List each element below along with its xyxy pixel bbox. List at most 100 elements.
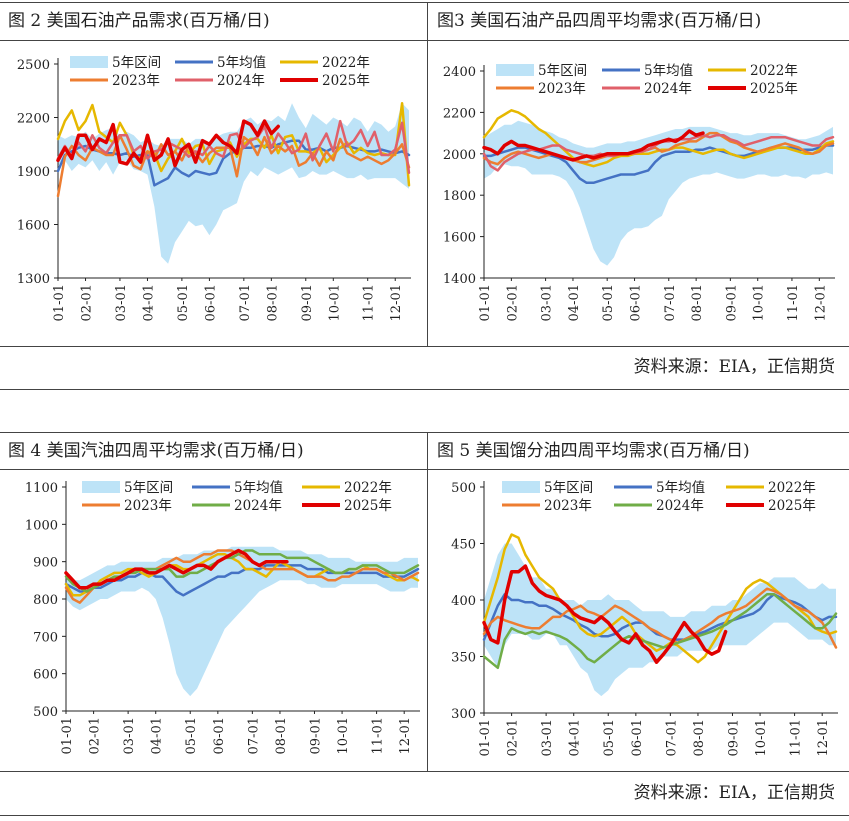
x-tick-label: 05-01 [176, 284, 191, 321]
series-line-5年均值 [64, 564, 420, 597]
x-tick-label: 05-01 [184, 717, 199, 754]
y-tick-label: 1900 [17, 165, 50, 180]
legend-swatch-band [496, 64, 534, 76]
x-tick-label: 10-01 [754, 719, 769, 756]
y-tick-label: 500 [33, 705, 58, 720]
frame-top-line [0, 2, 849, 3]
x-tick-label: 11-01 [786, 284, 801, 321]
frame-source-line-bottom [0, 815, 849, 816]
y-tick-label: 2500 [17, 58, 50, 73]
y-tick-label: 2400 [443, 65, 476, 80]
legend-label: 2024年 [656, 498, 704, 514]
x-tick-label: 03-01 [114, 284, 129, 321]
x-tick-label: 01-01 [478, 284, 493, 321]
chart-petroleum-4wk-demand: 1400 1600 1800 2000 2200 2400 01-01 02-01 03-01 0… [443, 63, 835, 321]
legend-label: 2025年 [344, 498, 392, 514]
y-tick-label: 500 [451, 481, 476, 496]
x-tick-label: 12-01 [816, 719, 831, 756]
x-tick-label: 04-01 [567, 284, 582, 321]
y-tick-label: 1000 [25, 518, 58, 533]
x-tick-label: 02-01 [506, 719, 521, 756]
source-note-top: 资料来源：EIA，正信期货 [633, 357, 835, 377]
legend-label: 2024年 [234, 498, 282, 514]
x-tick-label: 10-01 [752, 284, 767, 321]
y-tick-label: 1100 [25, 481, 58, 496]
y-tick-label: 600 [33, 668, 58, 683]
x-tick-label: 06-01 [212, 717, 227, 754]
series-line-2025年 [64, 548, 289, 590]
x-tick-label: 08-01 [265, 284, 280, 321]
series-line-2024年 [482, 593, 838, 670]
x-tick-label: 07-01 [664, 719, 679, 756]
x-tick-label: 12-01 [813, 284, 828, 321]
x-tick-label: 09-01 [726, 719, 741, 756]
legend-swatch-band [70, 56, 108, 68]
x-tick-label: 07-01 [238, 284, 253, 321]
legend-label: 5年区间 [124, 480, 173, 496]
x-tick-label: 01-01 [52, 284, 67, 321]
x-tick-label: 05-01 [601, 284, 616, 321]
x-tick-label: 11-01 [371, 717, 386, 754]
x-tick-label: 05-01 [602, 719, 617, 756]
x-tick-label: 01-01 [60, 717, 75, 754]
band-5yr-range [484, 543, 836, 697]
y-tick-label: 1600 [17, 219, 50, 234]
series-line-2023年 [482, 131, 835, 166]
frame-divider-bottom [427, 432, 428, 771]
legend-label: 2022年 [768, 480, 816, 496]
y-tick-label: 700 [33, 630, 58, 645]
legend-label: 5年区间 [112, 55, 161, 71]
source-note-bottom: 资料来源：EIA，正信期货 [633, 783, 835, 803]
x-tick-label: 03-01 [122, 717, 137, 754]
frame-title-line-bottom [0, 469, 849, 470]
legend-label: 2024年 [217, 73, 265, 89]
y-tick-label: 350 [451, 651, 476, 666]
x-tick-label: 04-01 [141, 284, 156, 321]
series-line-2025年 [56, 119, 280, 168]
legend-label: 5年均值 [234, 480, 283, 496]
x-tick-label: 03-01 [540, 284, 555, 321]
band-5yr-range [66, 546, 418, 697]
x-tick-label: 09-01 [308, 717, 323, 754]
x-tick-label: 01-01 [478, 719, 493, 756]
x-tick-label: 06-01 [629, 284, 644, 321]
y-tick-label: 1800 [443, 189, 476, 204]
x-tick-label: 07-01 [663, 284, 678, 321]
x-tick-label: 03-01 [540, 719, 555, 756]
frame-source-line-top [0, 389, 849, 390]
legend-label: 2022年 [322, 55, 370, 71]
x-tick-label: 11-01 [362, 284, 377, 321]
y-tick-label: 1600 [443, 231, 476, 246]
y-tick-label: 2200 [443, 106, 476, 121]
y-tick-label: 2200 [17, 112, 50, 127]
x-tick-label: 06-01 [203, 284, 218, 321]
series-line-2023年 [482, 587, 838, 649]
x-tick-label: 07-01 [246, 717, 261, 754]
chart-distillate-4wk-demand: 300 350 400 450 500 01-01 02-01 03-01 04-01 05-01… [451, 480, 838, 756]
chart-title-fig5: 图 5 美国馏分油四周平均需求(百万桶/日) [437, 441, 750, 461]
series-line-2025年 [482, 564, 728, 664]
legend-swatch-band [82, 481, 120, 493]
legend-label: 2024年 [644, 81, 692, 97]
legend-label: 5年均值 [644, 63, 693, 79]
x-tick-label: 04-01 [568, 719, 583, 756]
chart-title-fig3: 图3 美国石油产品四周平均需求(百万桶/日) [437, 11, 762, 31]
x-tick-label: 02-01 [88, 717, 103, 754]
y-tick-label: 1400 [443, 272, 476, 287]
legend-label: 5年均值 [217, 55, 266, 71]
frame-plot-bottom-line-bottom [0, 771, 849, 772]
y-tick-label: 800 [33, 593, 58, 608]
x-tick-label: 02-01 [505, 284, 520, 321]
y-tick-label: 450 [451, 538, 476, 553]
legend-label: 2023年 [544, 498, 592, 514]
x-tick-label: 12-01 [398, 717, 413, 754]
x-tick-label: 02-01 [80, 284, 95, 321]
legend-label: 5年区间 [544, 480, 593, 496]
frame-plot-bottom-line-top [0, 346, 849, 347]
x-tick-label: 09-01 [300, 284, 315, 321]
x-tick-label: 12-01 [389, 284, 404, 321]
y-tick-label: 1300 [17, 272, 50, 287]
chart-gasoline-4wk-demand: 500 600 700 800 900 1000 1100 01-01 02-01 03-01 04… [25, 480, 420, 754]
x-tick-label: 08-01 [690, 284, 705, 321]
legend-label: 5年区间 [538, 63, 587, 79]
